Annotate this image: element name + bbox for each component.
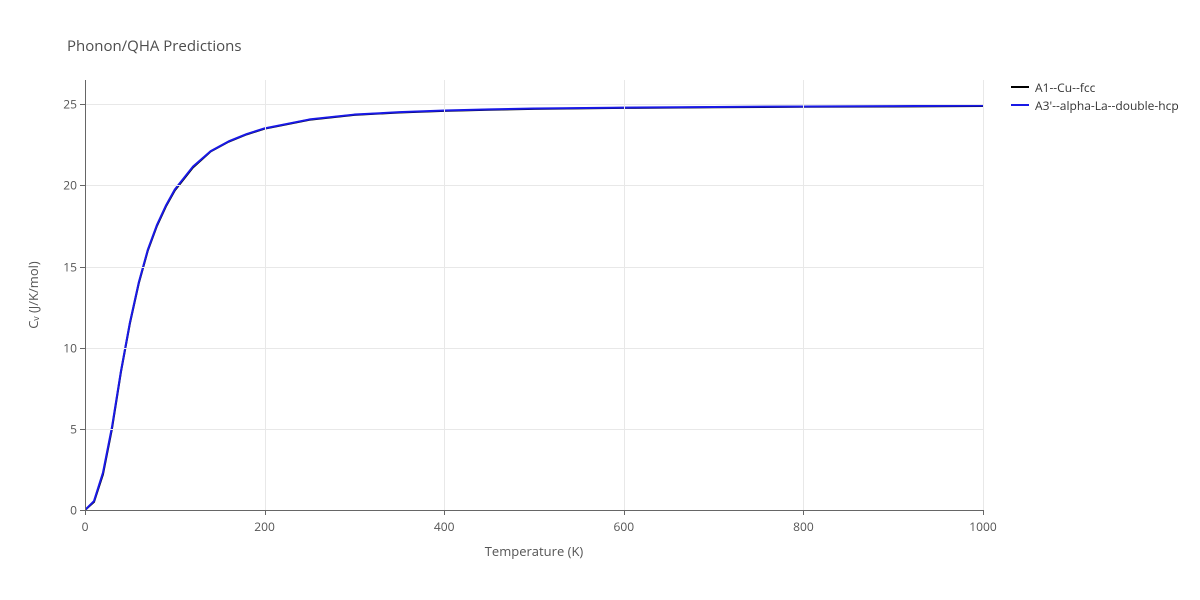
grid-line-horizontal: [85, 185, 983, 186]
y-tick-mark: [80, 510, 85, 511]
grid-line-horizontal: [85, 429, 983, 430]
y-tick-label: 5: [55, 420, 77, 437]
x-tick-mark: [85, 510, 86, 515]
legend-item[interactable]: A3'--alpha-La--double-hcp: [1011, 96, 1179, 114]
x-tick-mark: [624, 510, 625, 515]
x-tick-label: 1000: [969, 518, 996, 535]
legend-item[interactable]: A1--Cu--fcc: [1011, 78, 1179, 96]
grid-line-vertical: [983, 80, 984, 510]
x-tick-mark: [803, 510, 804, 515]
grid-line-vertical: [265, 80, 266, 510]
grid-line-horizontal: [85, 267, 983, 268]
legend: A1--Cu--fccA3'--alpha-La--double-hcp: [1011, 78, 1179, 114]
series-line[interactable]: [85, 106, 983, 510]
y-axis-label: Cᵥ (J/K/mol): [24, 261, 42, 329]
y-tick-mark: [80, 185, 85, 186]
x-tick-label: 200: [254, 518, 275, 535]
grid-line-horizontal: [85, 348, 983, 349]
y-tick-label: 10: [55, 339, 77, 356]
x-tick-label: 400: [434, 518, 455, 535]
y-tick-label: 0: [55, 502, 77, 519]
grid-line-vertical: [803, 80, 804, 510]
x-tick-mark: [444, 510, 445, 515]
y-axis-line: [85, 80, 86, 510]
y-tick-mark: [80, 348, 85, 349]
x-tick-mark: [265, 510, 266, 515]
y-tick-label: 20: [55, 177, 77, 194]
y-tick-label: 15: [55, 258, 77, 275]
x-tick-label: 0: [82, 518, 89, 535]
x-tick-label: 600: [614, 518, 635, 535]
y-tick-mark: [80, 267, 85, 268]
x-axis-label: Temperature (K): [485, 542, 584, 560]
grid-line-horizontal: [85, 104, 983, 105]
legend-label: A3'--alpha-La--double-hcp: [1035, 97, 1179, 114]
series-line[interactable]: [85, 106, 983, 510]
chart-container: Phonon/QHA Predictions 02004006008001000…: [0, 0, 1200, 600]
grid-line-vertical: [444, 80, 445, 510]
x-tick-label: 800: [793, 518, 814, 535]
y-tick-mark: [80, 429, 85, 430]
y-tick-label: 25: [55, 96, 77, 113]
x-tick-mark: [983, 510, 984, 515]
legend-swatch: [1011, 86, 1029, 89]
legend-swatch: [1011, 104, 1029, 107]
legend-label: A1--Cu--fcc: [1035, 79, 1095, 96]
grid-line-vertical: [624, 80, 625, 510]
x-axis-line: [85, 510, 983, 511]
y-tick-mark: [80, 104, 85, 105]
